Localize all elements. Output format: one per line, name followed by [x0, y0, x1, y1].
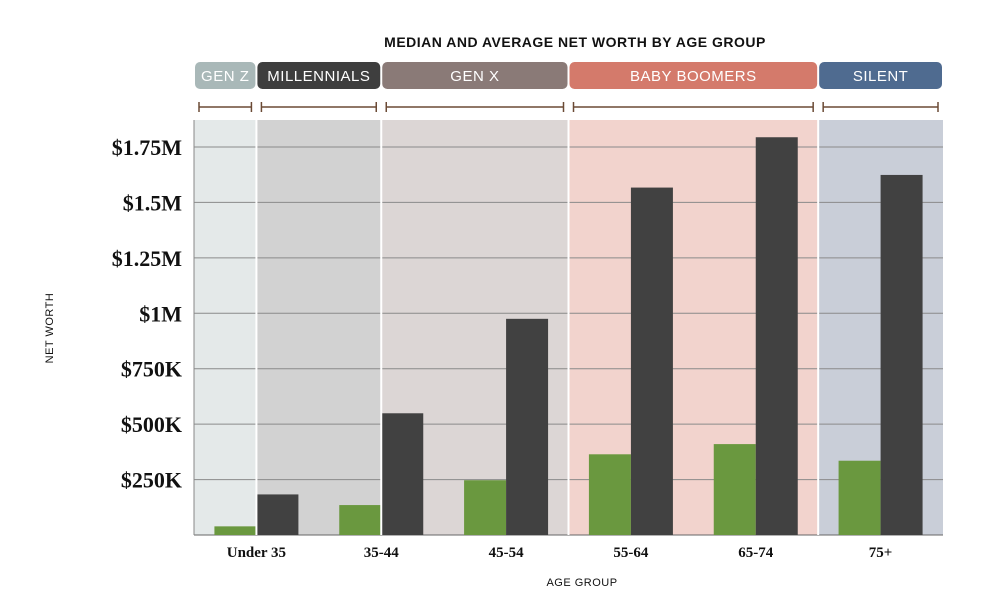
x-tick-label-3: 55-64 — [613, 545, 648, 561]
bar-series0-4 — [713, 444, 756, 535]
x-tick-label-0: Under 35 — [227, 545, 286, 561]
y-tick-label-5: $1.5M — [123, 190, 183, 215]
bar-series1-4 — [755, 137, 798, 535]
bar-series1-3 — [630, 187, 673, 535]
y-tick-label-3: $1M — [139, 301, 182, 326]
generation-pill-3 — [569, 62, 818, 89]
generation-label-3: BABY BOOMERS — [630, 68, 757, 85]
generation-background-0 — [194, 120, 257, 535]
chart-title: MEDIAN AND AVERAGE NET WORTH BY AGE GROU… — [384, 34, 766, 50]
x-tick-label-4: 65-74 — [738, 545, 773, 561]
tick-labels: $250K $500K $750K $1M $1.25M $1.5M $1.75M Under… — [112, 135, 893, 561]
generation-label-1: MILLENNIALS — [267, 68, 370, 85]
generation-label-4: SILENT — [853, 68, 909, 85]
y-tick-label-1: $500K — [121, 412, 182, 437]
bar-series1-2 — [506, 318, 549, 535]
bar-series0-5 — [838, 460, 881, 535]
generation-pill-2 — [382, 62, 568, 89]
bar-series1-1 — [381, 413, 424, 535]
bar-series1-5 — [880, 174, 923, 535]
generation-headers: GEN Z MILLENNIALS GEN X BABY BOOMERS SILENT — [195, 62, 942, 112]
x-tick-label-2: 45-54 — [489, 545, 524, 561]
bar-series0-0 — [214, 526, 257, 535]
y-tick-label-4: $1.25M — [112, 246, 183, 271]
y-tick-label-6: $1.75M — [112, 135, 183, 160]
generation-background-1 — [256, 120, 382, 535]
generation-pill-0 — [195, 62, 256, 89]
generation-separators — [255, 120, 820, 535]
y-tick-label-2: $750K — [121, 357, 182, 382]
bar-series0-2 — [464, 480, 507, 535]
y-axis-label: NET WORTH — [44, 293, 56, 364]
y-tick-label-0: $250K — [121, 468, 182, 493]
x-tick-label-1: 35-44 — [364, 545, 399, 561]
generation-pill-4 — [819, 62, 942, 89]
generation-label-0: GEN Z — [201, 68, 249, 85]
x-tick-label-5: 75+ — [869, 545, 893, 561]
bar-series0-1 — [339, 505, 382, 535]
generation-pill-1 — [257, 62, 381, 89]
x-axis-label: AGE GROUP — [546, 577, 617, 589]
bars — [214, 137, 923, 535]
generation-label-2: GEN X — [450, 68, 499, 85]
bar-series1-0 — [256, 494, 299, 535]
bar-series0-3 — [588, 454, 631, 535]
